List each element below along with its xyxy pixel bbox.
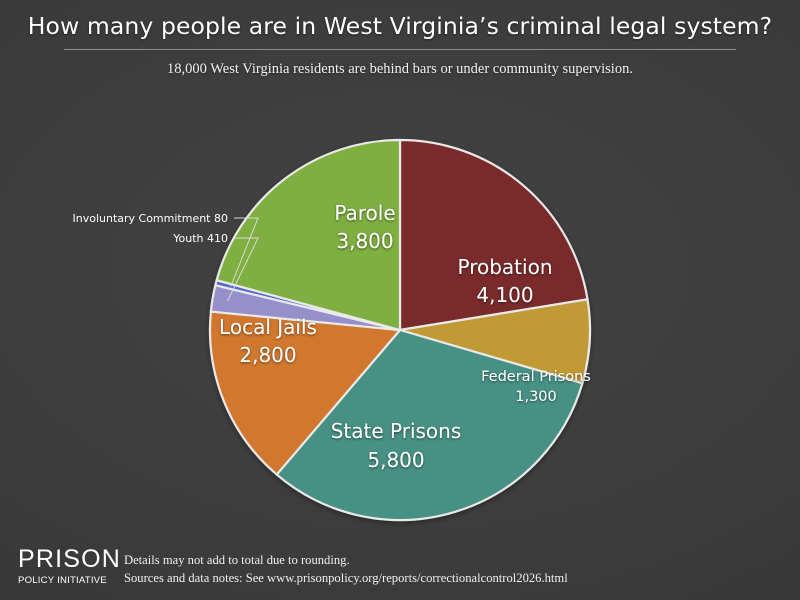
note-rounding: Details may not add to total due to roun… [124,552,350,567]
logo-wordmark: PRISON [18,545,122,574]
callout-label-involuntary-commitment: Involuntary Commitment 80 [72,212,228,225]
slice-labels: Probation 4,100 Federal Prisons 1,300 St… [219,201,591,472]
slice-probation[interactable] [398,138,589,332]
label-federal-prisons-value: 1,300 [515,389,557,405]
page-title: How many people are in West Virginia’s c… [27,12,773,40]
callout-label-youth: Youth 410 [172,232,228,245]
slice-parole[interactable] [215,138,402,332]
label-state-prisons-value: 5,800 [367,448,424,472]
label-local-jails-name: Local Jails [219,315,317,339]
title-divider [64,49,736,50]
slice-local-jails[interactable] [208,310,402,476]
note-sources: Sources and data notes: See www.prisonpo… [124,570,568,585]
callout-line-youth [227,237,259,302]
label-federal-prisons-name: Federal Prisons [481,369,591,385]
header: How many people are in West Virginia’s c… [0,0,800,78]
slice-involuntary-commitment[interactable] [214,279,402,332]
label-parole-value: 3,800 [336,229,393,253]
callout-lines [227,217,259,302]
prison-policy-initiative-logo: PRISON POLICY INITIATIVE [18,547,126,586]
label-probation-name: Probation [458,255,553,279]
chart-subtitle: 18,000 West Virginia residents are behin… [167,61,633,77]
logo-subtitle: POLICY INITIATIVE [18,575,107,587]
pie-slices [208,138,592,522]
slice-state-prisons[interactable] [275,328,584,522]
label-probation-value: 4,100 [476,283,533,307]
slice-federal-prisons[interactable] [398,298,592,385]
callout-line-involuntary-commitment [230,217,259,287]
label-local-jails-value: 2,800 [239,343,296,367]
footer: PRISON POLICY INITIATIVE Details may not… [0,538,800,600]
label-state-prisons-name: State Prisons [331,419,462,443]
label-parole-name: Parole [334,201,395,225]
footer-notes: Details may not add to total due to roun… [124,551,568,588]
slice-youth[interactable] [209,284,402,332]
callout-labels: Involuntary Commitment 80 Youth 410 [72,212,228,245]
